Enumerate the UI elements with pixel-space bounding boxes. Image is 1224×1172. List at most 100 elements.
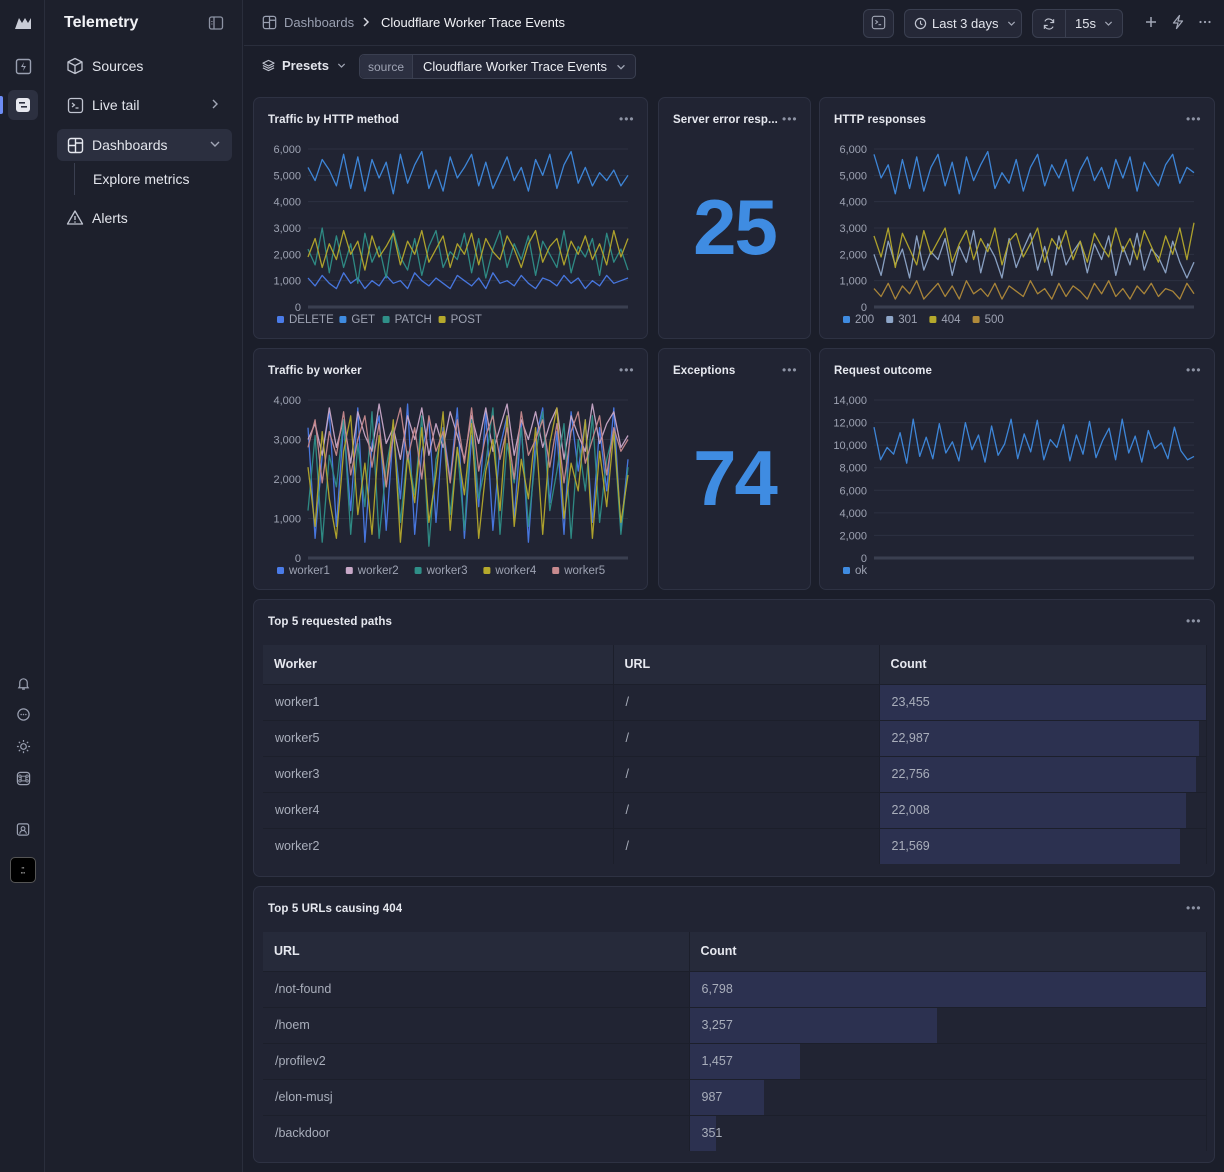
command-icon[interactable] [8,763,38,793]
legend-label[interactable]: worker4 [494,565,537,577]
column-header[interactable]: URL [613,645,880,684]
cell-count: 1,457 [689,1042,1207,1079]
bell-icon[interactable] [8,668,38,698]
refresh-icon[interactable] [1033,10,1066,37]
series-line-worker5 [307,407,629,488]
sidebar-item-live-tail[interactable]: Live tail [57,89,232,121]
y-tick-label: 6,000 [839,485,867,497]
presets-button[interactable]: Presets [262,58,347,73]
table-row[interactable]: worker3/ 22,756 [263,755,1207,792]
workspace-avatar[interactable]: ▪▪ ▪▪▪ [10,857,36,883]
more-icon[interactable]: ••• [1186,901,1202,915]
legend-label[interactable]: 404 [941,314,961,326]
source-filter-value: Cloudflare Worker Trace Events [423,59,608,74]
y-tick-label: 5,000 [273,170,301,182]
cell-count: 23,455 [879,683,1207,720]
panel-title: Top 5 URLs causing 404 [268,903,403,915]
cell-count: 22,987 [879,719,1207,756]
more-icon[interactable]: ••• [782,363,798,377]
legend-label[interactable]: 301 [898,314,917,326]
cell-count: 22,008 [879,791,1207,828]
legend-label[interactable]: worker1 [288,565,330,577]
sidebar-item-dashboards[interactable]: Dashboards [57,129,232,161]
legend-label[interactable]: ok [855,565,867,577]
source-filter[interactable]: source Cloudflare Worker Trace Events [359,54,636,79]
legend-label[interactable]: 200 [855,314,874,326]
terminal-button[interactable] [863,9,894,38]
legend-label[interactable]: GET [351,314,375,326]
time-range-select[interactable]: Last 3 days [904,9,1022,38]
refresh-interval-label[interactable]: 15s [1075,16,1096,31]
more-icon[interactable]: ••• [1186,112,1202,126]
series-line-301 [873,229,1195,279]
column-header[interactable]: URL [263,932,690,971]
more-icon[interactable]: ••• [619,363,635,377]
logo-icon[interactable] [8,8,38,38]
legend-swatch [552,567,560,574]
count-bar [689,1115,717,1151]
y-tick-label: 0 [861,553,867,565]
sidebar-item-label: Alerts [92,210,128,226]
sidebar-item-sources[interactable]: Sources [57,50,232,82]
legend-label[interactable]: DELETE [289,314,334,326]
breadcrumb-dashboards[interactable]: Dashboards [284,15,355,30]
more-icon[interactable]: ••• [1186,614,1202,628]
more-icon[interactable]: ••• [1186,363,1202,377]
column-header[interactable]: Count [689,932,1207,971]
sidebar-subitem-explore-metrics[interactable]: Explore metrics [93,171,190,187]
table-row[interactable]: /elon-musj 987 [263,1078,1207,1115]
topbar: Dashboards Cloudflare Worker Trace Event… [244,0,1224,46]
count-value: 21,569 [891,839,930,854]
count-value: 22,987 [891,731,930,745]
sidebar-item-alerts[interactable]: Alerts [57,202,232,234]
table-row[interactable]: worker4/ 22,008 [263,791,1207,828]
chevron-right-icon [208,97,222,111]
y-tick-label: 0 [295,302,301,314]
more-icon[interactable] [1197,14,1215,32]
lightning-icon[interactable] [1170,14,1188,32]
cell-worker: worker5 [263,719,614,756]
table-row[interactable]: /hoem 3,257 [263,1006,1207,1043]
y-tick-label: 12,000 [833,418,867,430]
column-header[interactable]: Count [879,645,1207,684]
y-tick-label: 8,000 [839,463,867,475]
cell-worker: worker2 [263,827,614,864]
legend-label[interactable]: worker5 [563,565,605,577]
more-icon[interactable]: ••• [782,112,798,126]
more-icon[interactable]: ••• [619,112,635,126]
telemetry-icon[interactable] [8,51,38,81]
sun-icon[interactable] [8,731,38,761]
chevron-down-icon [336,60,347,71]
y-tick-label: 4,000 [839,508,867,520]
plus-icon[interactable] [1143,14,1161,32]
legend-label[interactable]: worker3 [426,565,468,577]
cell-url: /profilev2 [263,1042,690,1079]
count-bar [689,1043,801,1079]
table-row[interactable]: /not-found 6,798 [263,970,1207,1007]
y-tick-label: 10,000 [833,440,867,452]
cell-url: / [613,827,880,864]
user-settings-icon[interactable] [8,814,38,844]
legend-label[interactable]: PATCH [395,314,432,326]
table-row[interactable]: worker1/ 23,455 [263,683,1207,720]
chat-icon[interactable] [8,699,38,729]
table-row[interactable]: worker2/ 21,569 [263,827,1207,864]
warning-icon [66,209,84,227]
stat-value: 74 [693,434,778,522]
chevron-down-icon [615,61,627,73]
logs-icon[interactable] [8,90,38,120]
sidebar-collapse-icon[interactable] [208,15,226,33]
legend-swatch [843,567,850,574]
panel-title: Traffic by worker [268,365,362,377]
series-line-DELETE [307,272,629,290]
column-header[interactable]: Worker [263,645,614,684]
legend-swatch [843,316,850,323]
legend-label[interactable]: POST [451,314,482,326]
table-row[interactable]: worker5/ 22,987 [263,719,1207,756]
terminal-icon [871,15,886,33]
table-row[interactable]: /profilev2 1,457 [263,1042,1207,1079]
legend-label[interactable]: worker2 [357,565,399,577]
table-row[interactable]: /backdoor 351 [263,1114,1207,1151]
legend-label[interactable]: 500 [985,314,1004,326]
